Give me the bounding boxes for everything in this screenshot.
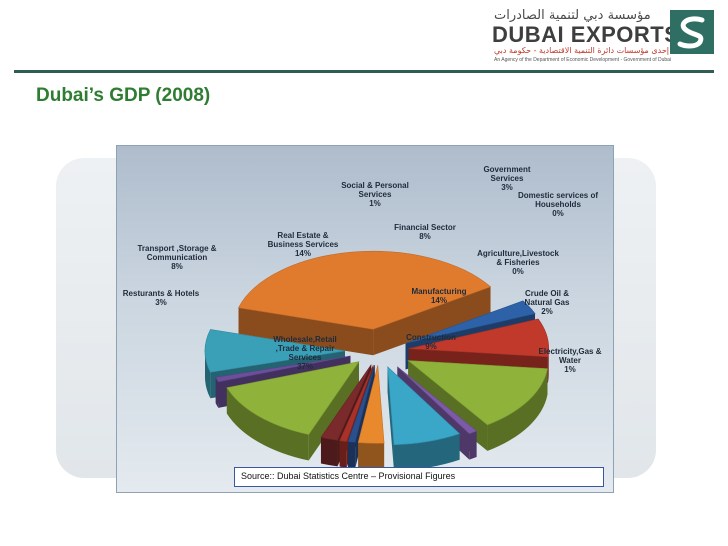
pie-slice <box>357 365 385 470</box>
slice-label: Electricity,Gas & Water 1% <box>539 347 602 374</box>
pie-slice <box>387 366 461 471</box>
pie-chart-svg: Wholesale,Retail ,Trade & Repair Services 3… <box>123 165 602 471</box>
pie-slice <box>238 250 492 356</box>
logo-english-subtitle: An Agency of the Department of Economic … <box>494 57 672 63</box>
slice-label: Wholesale,Retail ,Trade & Repair Services 3… <box>273 335 337 371</box>
slice-label: Financial Sector 8% <box>394 223 456 241</box>
logo-english-text: DUBAI EXPORTS <box>492 22 680 47</box>
slice-label: Construction 9% <box>406 333 456 351</box>
pie-slice <box>226 361 360 461</box>
header-divider <box>14 70 714 73</box>
source-note: Source:: Dubai Statistics Centre – Provi… <box>234 467 604 487</box>
slice-label: Resturants & Hotels 3% <box>123 289 200 307</box>
slice-label: Manufacturing 14% <box>411 287 466 305</box>
slice-label: Crude Oil & Natural Gas 2% <box>525 289 570 316</box>
logo-mark-icon <box>670 10 714 54</box>
logo-arabic-text: مؤسسة دبي لتنمية الصادرات <box>494 8 651 23</box>
gdp-pie-chart: Wholesale,Retail ,Trade & Repair Services 3… <box>116 145 614 493</box>
slice-label: Transport ,Storage & Communication 8% <box>137 244 216 271</box>
slice-label: Agriculture,Livestock & Fisheries 0% <box>477 249 559 276</box>
slice-label: Real Estate & Business Services 14% <box>268 231 339 258</box>
dubai-exports-logo: مؤسسة دبي لتنمية الصادرات DUBAI EXPORTS … <box>490 4 714 64</box>
slide-title: Dubai’s GDP (2008) <box>36 85 211 106</box>
logo-arabic-subtitle: إحدى مؤسسات دائرة التنمية الاقتصادية - ح… <box>494 46 669 55</box>
slice-label: Social & Personal Services 1% <box>341 181 409 208</box>
slice-label: Domestic services of Households 0% <box>518 191 598 218</box>
slice-label: Government Services 3% <box>483 165 530 192</box>
